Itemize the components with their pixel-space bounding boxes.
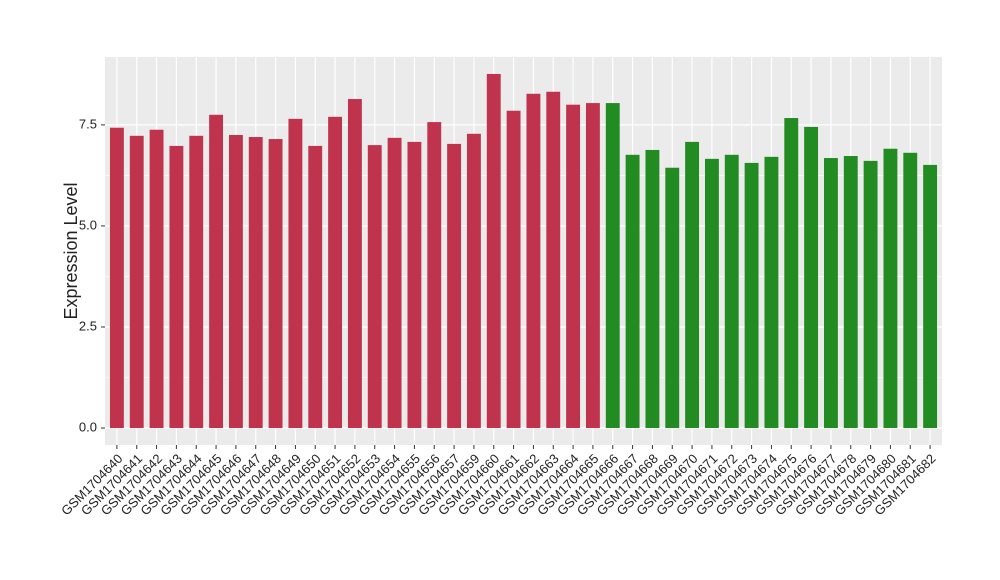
bar bbox=[585, 103, 600, 429]
bar bbox=[427, 122, 442, 429]
bar bbox=[328, 116, 343, 429]
bar bbox=[169, 145, 184, 429]
bar bbox=[248, 137, 263, 429]
bar bbox=[149, 129, 164, 429]
bar bbox=[387, 137, 402, 429]
bar bbox=[506, 110, 521, 429]
bar bbox=[724, 154, 739, 429]
bar bbox=[883, 148, 898, 429]
bar bbox=[526, 93, 541, 429]
bar bbox=[347, 99, 362, 429]
bar bbox=[665, 167, 680, 429]
bar bbox=[109, 127, 124, 429]
y-tick-label: 2.5 bbox=[79, 318, 97, 333]
bar bbox=[685, 141, 700, 429]
bar bbox=[228, 135, 243, 429]
bar bbox=[704, 158, 719, 429]
bar bbox=[823, 158, 838, 429]
bar bbox=[486, 73, 501, 429]
bar bbox=[744, 162, 759, 429]
bar bbox=[189, 135, 204, 429]
bar bbox=[804, 126, 819, 429]
bar bbox=[784, 118, 799, 429]
bar bbox=[447, 143, 462, 429]
bar bbox=[923, 164, 938, 429]
bar bbox=[843, 156, 858, 429]
bar bbox=[129, 135, 144, 429]
y-tick-label: 0.0 bbox=[79, 419, 97, 434]
y-tick-label: 7.5 bbox=[79, 116, 97, 131]
y-axis-title: Expression Level bbox=[61, 182, 81, 319]
y-tick-label: 5.0 bbox=[79, 217, 97, 232]
plot-panel bbox=[105, 57, 942, 445]
bar bbox=[407, 141, 422, 429]
bar bbox=[288, 118, 303, 429]
bar bbox=[367, 145, 382, 429]
bar bbox=[268, 139, 283, 429]
bar bbox=[863, 160, 878, 429]
bar bbox=[625, 154, 640, 429]
bar bbox=[546, 91, 561, 429]
bar bbox=[466, 133, 481, 429]
bar bbox=[764, 156, 779, 429]
bar bbox=[605, 103, 620, 429]
bar bbox=[903, 152, 918, 429]
bar bbox=[209, 114, 224, 429]
bar bbox=[566, 104, 581, 429]
bar bbox=[308, 145, 323, 429]
bar bbox=[645, 149, 660, 429]
